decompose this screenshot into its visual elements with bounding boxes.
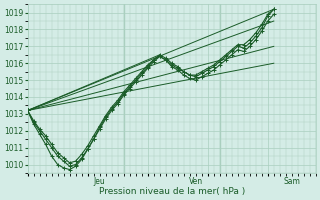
- Text: Sam: Sam: [284, 177, 300, 186]
- Text: Ven: Ven: [189, 177, 203, 186]
- X-axis label: Pression niveau de la mer( hPa ): Pression niveau de la mer( hPa ): [99, 187, 245, 196]
- Text: Jeu: Jeu: [94, 177, 106, 186]
